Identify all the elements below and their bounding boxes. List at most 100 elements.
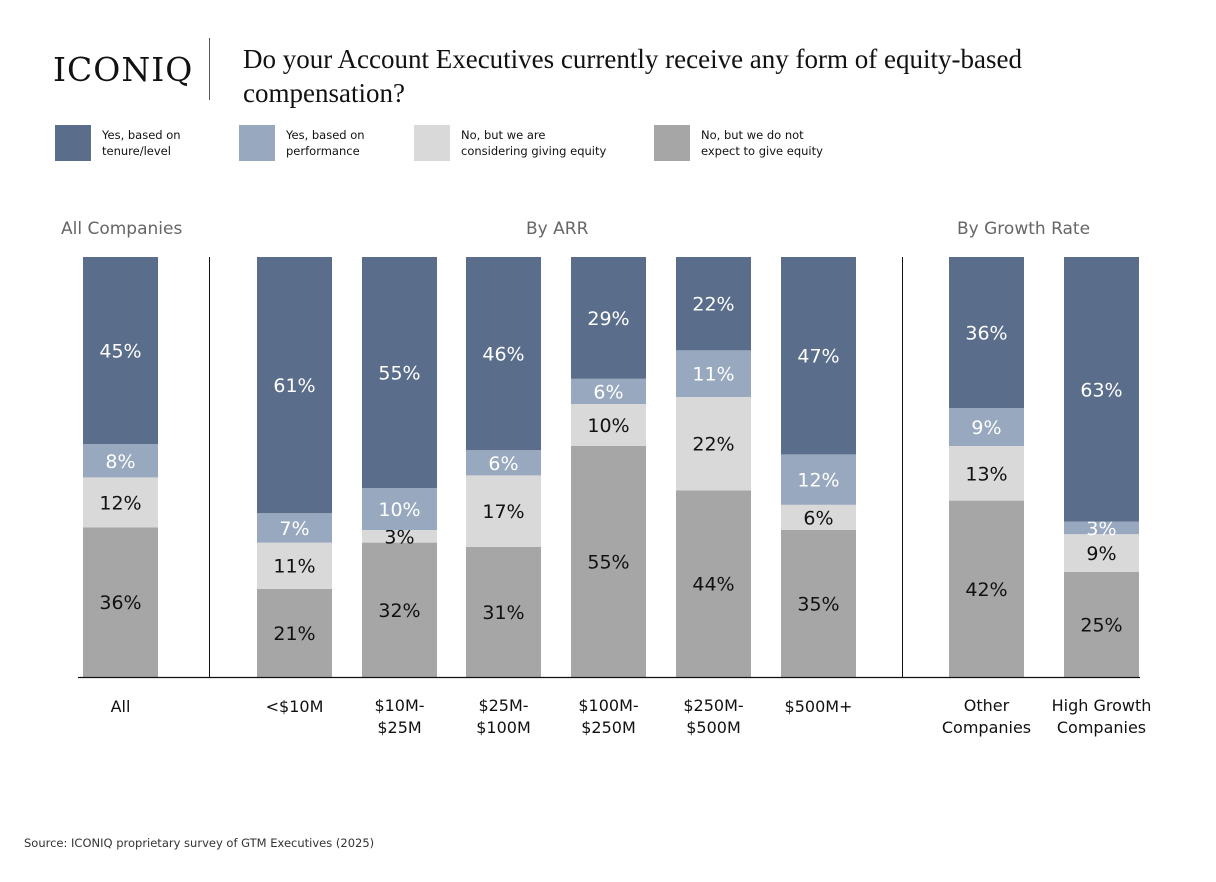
bar-segment bbox=[466, 546, 541, 677]
bar-segment bbox=[676, 257, 751, 351]
bar-segment bbox=[781, 454, 856, 505]
x-tick-label-line: $100M bbox=[476, 718, 531, 737]
legend-swatch-considering bbox=[414, 125, 450, 161]
bar-segment bbox=[83, 444, 158, 478]
data-label: 63% bbox=[1080, 379, 1122, 401]
bar-segment bbox=[781, 504, 856, 530]
data-label: 42% bbox=[965, 579, 1007, 601]
x-tick-label: All bbox=[111, 697, 131, 716]
bar-segment bbox=[362, 257, 437, 488]
data-label: 55% bbox=[587, 552, 629, 574]
x-tick-label-line: Companies bbox=[942, 718, 1031, 737]
data-label: 8% bbox=[105, 451, 135, 473]
data-label: 9% bbox=[971, 417, 1001, 439]
bar-segment bbox=[257, 588, 332, 677]
bar-segment bbox=[949, 500, 1024, 677]
x-tick-label-line: $250M- bbox=[683, 696, 743, 715]
data-label: 9% bbox=[1086, 543, 1116, 565]
bar-segment bbox=[676, 350, 751, 397]
bar-segment bbox=[83, 527, 158, 677]
bar-segment bbox=[571, 446, 646, 677]
iconiq-logo: ICONIQ bbox=[53, 50, 194, 89]
legend-label-considering: No, but we are considering giving equity bbox=[461, 128, 607, 158]
bar-segment bbox=[466, 257, 541, 451]
data-label: 36% bbox=[99, 592, 141, 614]
bar-segment bbox=[781, 530, 856, 677]
x-tick-label-line: $100M- bbox=[578, 696, 638, 715]
bar-segment bbox=[362, 542, 437, 677]
data-label: 47% bbox=[797, 346, 839, 368]
data-label: 29% bbox=[587, 308, 629, 330]
data-label: 45% bbox=[99, 341, 141, 363]
x-tick-label: $100M- $250M bbox=[578, 696, 638, 737]
bar-segment bbox=[1064, 534, 1139, 572]
x-tick-label-line: All bbox=[111, 697, 131, 716]
x-tick-label: High Growth Companies bbox=[1052, 696, 1152, 737]
data-label: 31% bbox=[482, 602, 524, 624]
bar-segment bbox=[571, 378, 646, 404]
header-divider bbox=[209, 38, 210, 100]
x-tick-label: $250M- $500M bbox=[683, 696, 743, 737]
data-label: 32% bbox=[378, 600, 420, 622]
data-label: 6% bbox=[593, 381, 623, 403]
bar-segment bbox=[1064, 257, 1139, 522]
data-label: 44% bbox=[692, 574, 734, 596]
x-tick-label: $10M- $25M bbox=[374, 696, 424, 737]
data-label: 36% bbox=[965, 323, 1007, 345]
data-label: 22% bbox=[692, 294, 734, 316]
x-tick-label-line: Companies bbox=[1057, 718, 1146, 737]
x-tick-label-line: $500M bbox=[686, 718, 741, 737]
x-tick-label-line: Other bbox=[964, 696, 1010, 715]
bar-segment bbox=[83, 257, 158, 445]
data-label: 46% bbox=[482, 344, 524, 366]
bar-segment bbox=[83, 477, 158, 528]
bar-segment bbox=[571, 257, 646, 379]
x-tick-label-line: $250M bbox=[581, 718, 636, 737]
bar-segment bbox=[362, 530, 437, 543]
data-label: 17% bbox=[482, 501, 524, 523]
bar-segment bbox=[257, 513, 332, 543]
bar-segment bbox=[949, 408, 1024, 446]
x-tick-label-line: $10M- bbox=[374, 696, 424, 715]
legend-label-tenure: Yes, based on tenure/level bbox=[102, 128, 181, 158]
data-label: 3% bbox=[1086, 518, 1116, 540]
legend-label-performance: Yes, based on performance bbox=[286, 128, 365, 158]
data-label: 10% bbox=[378, 499, 420, 521]
group-label-all-companies: All Companies bbox=[61, 219, 183, 239]
bar-segment bbox=[1064, 521, 1139, 535]
data-label: 25% bbox=[1080, 615, 1122, 637]
source-note: Source: ICONIQ proprietary survey of GTM… bbox=[24, 836, 375, 850]
group-label-by-growth-rate: By Growth Rate bbox=[957, 219, 1091, 239]
bar-segment bbox=[781, 257, 856, 455]
legend-swatch-not-expecting bbox=[654, 125, 690, 161]
data-label: 21% bbox=[273, 623, 315, 645]
x-tick-label-line: <$10M bbox=[266, 697, 324, 716]
x-tick-label-line: $25M bbox=[377, 718, 421, 737]
data-label: 10% bbox=[587, 415, 629, 437]
bar-segment bbox=[676, 490, 751, 677]
data-label: 11% bbox=[273, 556, 315, 578]
bar-segment bbox=[571, 404, 646, 446]
legend-swatch-performance bbox=[239, 125, 275, 161]
x-tick-label-line: $25M- bbox=[478, 696, 528, 715]
legend-swatch-tenure bbox=[55, 125, 91, 161]
data-label: 3% bbox=[384, 526, 414, 548]
data-label: 61% bbox=[273, 375, 315, 397]
bar-segment bbox=[257, 257, 332, 514]
bar-segment bbox=[362, 488, 437, 530]
data-label: 7% bbox=[279, 518, 309, 540]
chart-title: Do your Account Executives currently rec… bbox=[243, 44, 1022, 108]
x-tick-label: Other Companies bbox=[942, 696, 1031, 737]
data-label: 13% bbox=[965, 463, 1007, 485]
x-tick-label: <$10M bbox=[266, 697, 324, 716]
x-tick-label-line: High Growth bbox=[1052, 696, 1152, 715]
x-tick-label: $25M- $100M bbox=[476, 696, 531, 737]
data-label: 6% bbox=[803, 507, 833, 529]
bar-segment bbox=[949, 446, 1024, 501]
data-label: 12% bbox=[99, 492, 141, 514]
data-label: 55% bbox=[378, 363, 420, 385]
group-label-by-arr: By ARR bbox=[526, 219, 589, 239]
bar-segment bbox=[949, 257, 1024, 409]
x-tick-label-line: $500M+ bbox=[785, 697, 853, 716]
